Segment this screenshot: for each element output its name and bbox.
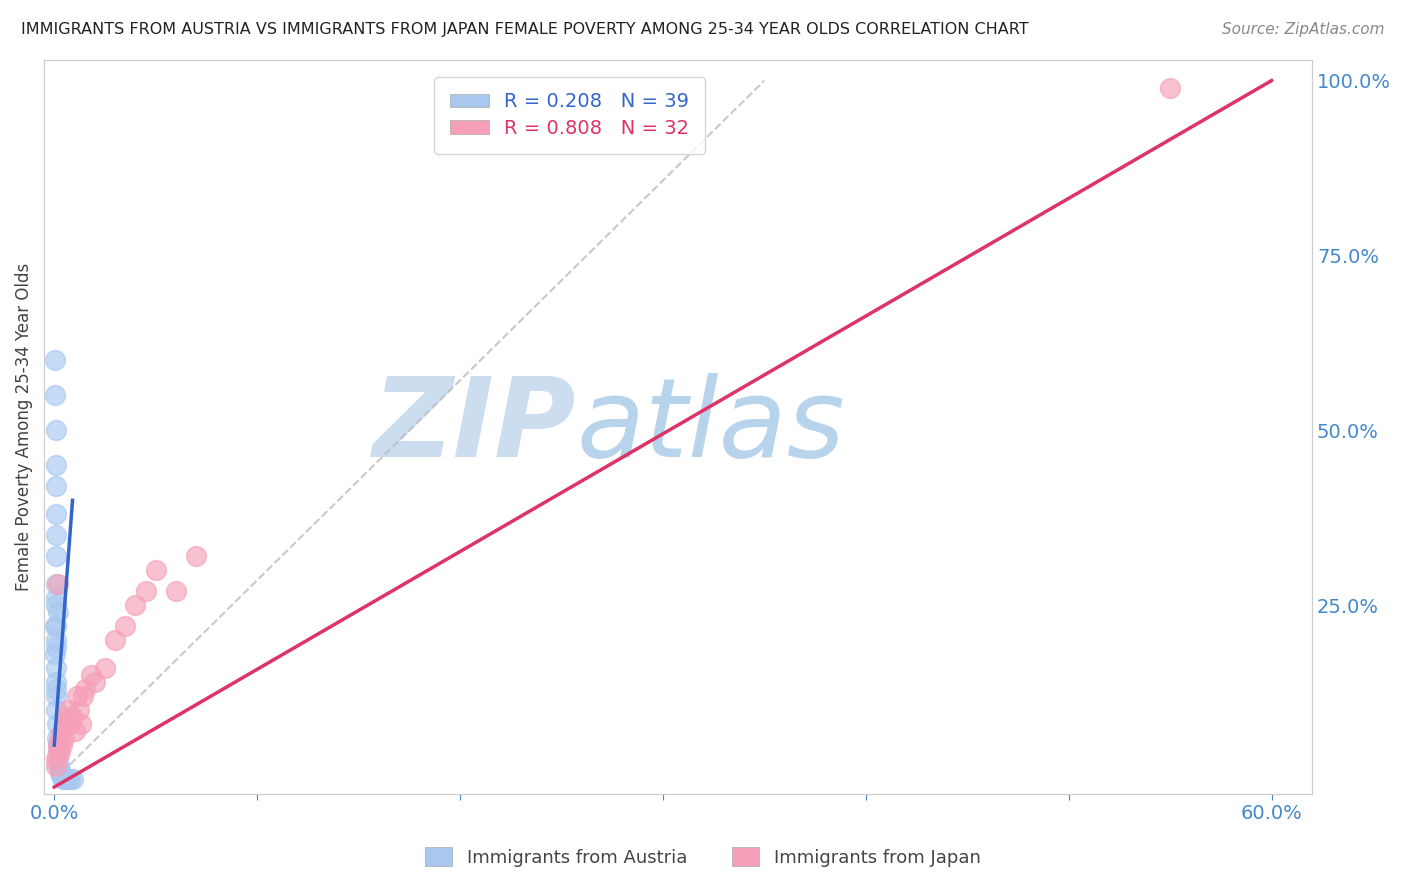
Point [58, 772, 80, 787]
Point [49, 763, 72, 777]
Point [46, 605, 69, 619]
Point [46, 738, 69, 752]
Point [65, 689, 87, 703]
Point [62, 772, 84, 787]
Point [55, 710, 77, 724]
Point [51, 738, 73, 752]
Point [59, 772, 82, 787]
Point [135, 584, 157, 599]
Point [94, 661, 117, 675]
Point [45, 598, 67, 612]
Point [69, 717, 91, 731]
Text: Source: ZipAtlas.com: Source: ZipAtlas.com [1222, 22, 1385, 37]
Point [58, 703, 80, 717]
Point [72, 689, 94, 703]
Point [83, 675, 105, 690]
Text: IMMIGRANTS FROM AUSTRIA VS IMMIGRANTS FROM JAPAN FEMALE POVERTY AMONG 25-34 YEAR: IMMIGRANTS FROM AUSTRIA VS IMMIGRANTS FR… [21, 22, 1029, 37]
Point [45, 752, 67, 766]
Point [45, 591, 67, 606]
Point [45, 423, 67, 437]
Point [46, 577, 69, 591]
Point [51, 724, 73, 739]
Point [45, 528, 67, 542]
Point [45, 619, 67, 633]
Point [145, 563, 167, 577]
Point [46, 738, 69, 752]
Point [45, 661, 67, 675]
Point [49, 766, 72, 780]
Point [44, 388, 66, 402]
Point [59, 717, 82, 731]
Point [53, 772, 76, 786]
Point [45, 458, 67, 473]
Point [53, 717, 76, 731]
Point [1159, 80, 1181, 95]
Point [186, 549, 208, 564]
Point [44, 647, 66, 661]
Point [45, 633, 67, 648]
Point [45, 759, 67, 773]
Point [45, 549, 67, 564]
Point [45, 577, 67, 591]
Point [55, 772, 77, 787]
Point [104, 633, 127, 648]
Point [45, 675, 67, 690]
Point [45, 640, 67, 655]
Point [45, 508, 67, 522]
Text: atlas: atlas [576, 374, 845, 480]
Point [46, 745, 69, 759]
Point [46, 731, 69, 745]
Point [73, 682, 96, 697]
Point [53, 731, 76, 745]
Point [46, 717, 69, 731]
Point [44, 353, 66, 368]
Point [46, 752, 69, 766]
Legend: Immigrants from Austria, Immigrants from Japan: Immigrants from Austria, Immigrants from… [418, 840, 988, 874]
Point [48, 759, 70, 773]
Point [51, 770, 73, 784]
Y-axis label: Female Poverty Among 25-34 Year Olds: Female Poverty Among 25-34 Year Olds [15, 263, 32, 591]
Point [45, 682, 67, 697]
Point [45, 689, 67, 703]
Point [53, 772, 76, 787]
Point [45, 479, 67, 493]
Point [114, 619, 136, 633]
Point [51, 771, 73, 785]
Point [49, 731, 72, 745]
Point [44, 619, 66, 633]
Point [63, 724, 86, 739]
Point [49, 745, 72, 759]
Point [165, 584, 187, 599]
Point [67, 703, 90, 717]
Point [46, 745, 69, 759]
Legend: R = 0.208   N = 39, R = 0.808   N = 32: R = 0.208 N = 39, R = 0.808 N = 32 [434, 77, 704, 153]
Text: ZIP: ZIP [373, 374, 576, 480]
Point [80, 668, 103, 682]
Point [45, 703, 67, 717]
Point [62, 710, 84, 724]
Point [124, 598, 146, 612]
Point [51, 767, 73, 781]
